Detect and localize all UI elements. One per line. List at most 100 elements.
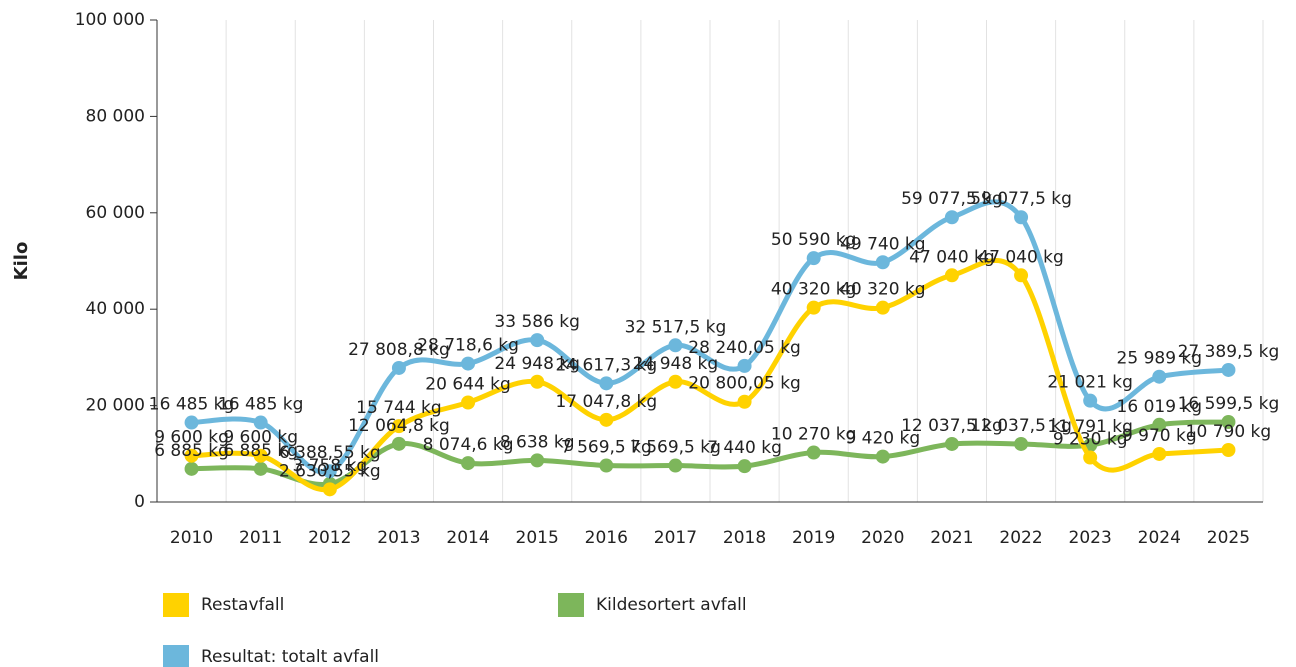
point — [530, 333, 545, 348]
point — [461, 356, 476, 371]
data-label: 9 230 kg — [1053, 430, 1128, 450]
data-label: 21 021 kg — [1047, 373, 1133, 393]
y-axis-label: Kilo — [11, 242, 32, 281]
point — [391, 419, 406, 434]
point — [875, 255, 890, 270]
data-label: 16 485 kg — [218, 395, 304, 415]
data-label: 10 790 kg — [1186, 422, 1272, 442]
y-tick-label: 40 000 — [86, 299, 145, 319]
point — [1014, 210, 1029, 225]
data-label: 40 320 kg — [840, 280, 926, 300]
x-tick-label: 2012 — [308, 528, 351, 548]
data-label: 40 320 kg — [771, 280, 857, 300]
point — [253, 415, 268, 430]
y-tick-label: 60 000 — [86, 203, 145, 223]
series-line — [191, 199, 1229, 475]
y-tick-label: 100 000 — [75, 10, 145, 30]
data-label: 9 600 kg — [223, 428, 298, 448]
y-tick-label: 20 000 — [86, 396, 145, 416]
y-tick-label: 0 — [134, 492, 145, 512]
data-label: 27 389,5 kg — [1178, 342, 1280, 362]
point — [184, 461, 199, 476]
point — [1152, 417, 1167, 432]
legend-label: Restavfall — [201, 595, 284, 615]
data-label: 27 808,8 kg — [348, 340, 450, 360]
point — [391, 360, 406, 375]
legend-label: Resultat: totalt avfall — [201, 647, 379, 667]
data-label: 8 074,6 kg — [423, 435, 514, 455]
x-tick-label: 2014 — [446, 528, 489, 548]
point — [1221, 414, 1236, 429]
point — [1221, 442, 1236, 457]
data-label: 49 740 kg — [840, 234, 926, 254]
point — [668, 338, 683, 353]
point — [461, 456, 476, 471]
point — [1014, 436, 1029, 451]
point — [806, 445, 821, 460]
data-label: 59 077,5 kg — [970, 189, 1072, 209]
point — [737, 394, 752, 409]
data-label: 8 638 kg — [500, 432, 575, 452]
data-label: 16 599,5 kg — [1178, 394, 1280, 414]
point — [1014, 268, 1029, 283]
data-label: 9 970 kg — [1122, 426, 1197, 446]
point — [668, 374, 683, 389]
data-label: 12 037,5 kg — [901, 416, 1003, 436]
data-label: 6 388,55 kg — [279, 443, 381, 463]
data-label: 24 948 kg — [633, 354, 719, 374]
data-label: 12 064,8 kg — [348, 416, 450, 436]
point — [322, 482, 337, 497]
point — [1083, 450, 1098, 465]
data-label: 7 440 kg — [707, 438, 782, 458]
point — [806, 251, 821, 266]
point — [1083, 393, 1098, 408]
data-label: 28 240,05 kg — [688, 338, 801, 358]
x-tick-label: 2016 — [585, 528, 628, 548]
x-tick-label: 2024 — [1138, 528, 1181, 548]
data-label: 24 617,3 kg — [555, 355, 657, 375]
legend-swatch — [558, 593, 584, 617]
data-label: 9 600 kg — [154, 428, 229, 448]
point — [184, 448, 199, 463]
point — [875, 300, 890, 315]
data-label: 59 077,5 kg — [901, 189, 1003, 209]
data-label: 50 590 kg — [771, 230, 857, 250]
data-label: 28 718,6 kg — [417, 336, 519, 356]
x-tick-label: 2025 — [1207, 528, 1250, 548]
x-tick-label: 2020 — [861, 528, 904, 548]
point — [1221, 362, 1236, 377]
data-label: 17 047,8 kg — [555, 392, 657, 412]
point — [668, 458, 683, 473]
legend-swatch — [163, 645, 189, 667]
point — [944, 436, 959, 451]
point — [599, 458, 614, 473]
data-label: 24 948 kg — [494, 354, 580, 374]
x-tick-label: 2023 — [1069, 528, 1112, 548]
legend-label: Kildesortert avfall — [596, 595, 747, 615]
x-tick-label: 2015 — [516, 528, 559, 548]
x-tick-label: 2013 — [377, 528, 420, 548]
data-label: 7 569,5 kg — [561, 438, 652, 458]
point — [391, 436, 406, 451]
data-label: 12 037,5 kg — [970, 416, 1072, 436]
point — [530, 374, 545, 389]
data-label: 9 420 kg — [845, 429, 920, 449]
point — [737, 459, 752, 474]
point — [322, 464, 337, 479]
data-label: 20 800,05 kg — [688, 374, 801, 394]
x-tick-label: 2010 — [170, 528, 213, 548]
data-label: 20 644 kg — [425, 374, 511, 394]
point — [944, 268, 959, 283]
data-label: 32 517,5 kg — [625, 317, 727, 337]
data-label: 33 586 kg — [494, 312, 580, 332]
point — [184, 415, 199, 430]
data-label: 10 270 kg — [771, 424, 857, 444]
x-tick-label: 2017 — [654, 528, 697, 548]
point — [253, 461, 268, 476]
y-tick-label: 80 000 — [86, 106, 145, 126]
x-tick-label: 2022 — [999, 528, 1042, 548]
data-label: 6 885 kg — [223, 441, 298, 461]
data-label: 15 744 kg — [356, 398, 442, 418]
point — [737, 358, 752, 373]
data-label: 47 040 kg — [909, 247, 995, 267]
